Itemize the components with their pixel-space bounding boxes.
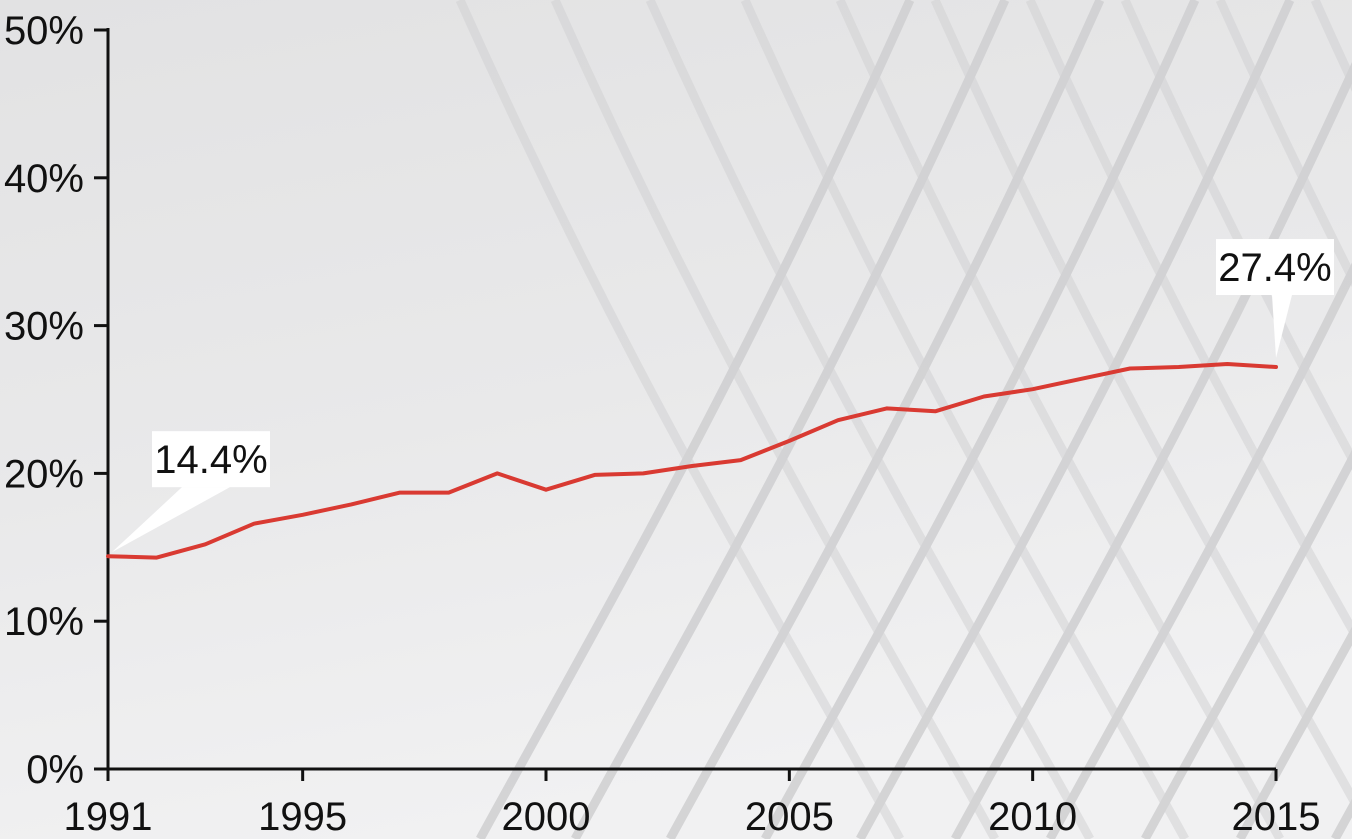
fence-wire xyxy=(645,0,1094,839)
y-tick-label: 40% xyxy=(4,157,84,201)
fence-wire xyxy=(835,0,1284,839)
y-axis-ticks: 0% 10% 20% 30% 40% 50% xyxy=(4,9,108,792)
data-label: 14.4% xyxy=(154,438,267,482)
data-label: 27.4% xyxy=(1218,246,1331,290)
fence-wire xyxy=(666,0,1105,839)
series-group xyxy=(106,362,1278,560)
x-tick-label: 2000 xyxy=(502,795,591,839)
fence-wire xyxy=(1120,0,1352,468)
x-tick-label: 1995 xyxy=(258,795,347,839)
callout-box xyxy=(152,431,270,488)
callout-box xyxy=(1216,239,1334,296)
x-tick-label: 2015 xyxy=(1232,795,1321,839)
fence-wire xyxy=(951,62,1352,839)
x-tick-label: 2010 xyxy=(988,795,1077,839)
fence-wire xyxy=(740,0,1189,839)
fence-wire xyxy=(761,0,1200,839)
y-tick-label: 20% xyxy=(4,452,84,496)
chain-link-fence-image xyxy=(455,0,1352,839)
fence-wire xyxy=(1141,449,1352,839)
fence-wire xyxy=(1236,626,1352,839)
y-tick-label: 50% xyxy=(4,9,84,53)
fence-wire xyxy=(455,0,904,839)
x-axis-ticks: 1991 1995 2000 2005 2010 2015 xyxy=(64,769,1321,839)
y-tick-label: 30% xyxy=(4,305,84,349)
data-callouts: 14.4% 27.4% xyxy=(112,239,1334,553)
fence-wire xyxy=(550,0,999,839)
fence-wire xyxy=(476,0,915,839)
y-tick-label: 10% xyxy=(4,600,84,644)
series-line xyxy=(106,362,1278,560)
fence-wire xyxy=(856,0,1295,839)
x-tick-label: 1991 xyxy=(64,795,153,839)
axes xyxy=(104,28,1276,775)
x-tick-label: 2005 xyxy=(745,795,834,839)
callout-pointer xyxy=(1272,295,1292,359)
callout-pointer xyxy=(112,487,230,553)
fence-wire xyxy=(1025,0,1352,639)
fence-wire xyxy=(930,0,1352,807)
fence-wire xyxy=(1215,0,1352,288)
fence-wire xyxy=(571,0,1010,839)
y-tick-label: 0% xyxy=(26,748,84,792)
fence-wire xyxy=(1046,262,1352,839)
